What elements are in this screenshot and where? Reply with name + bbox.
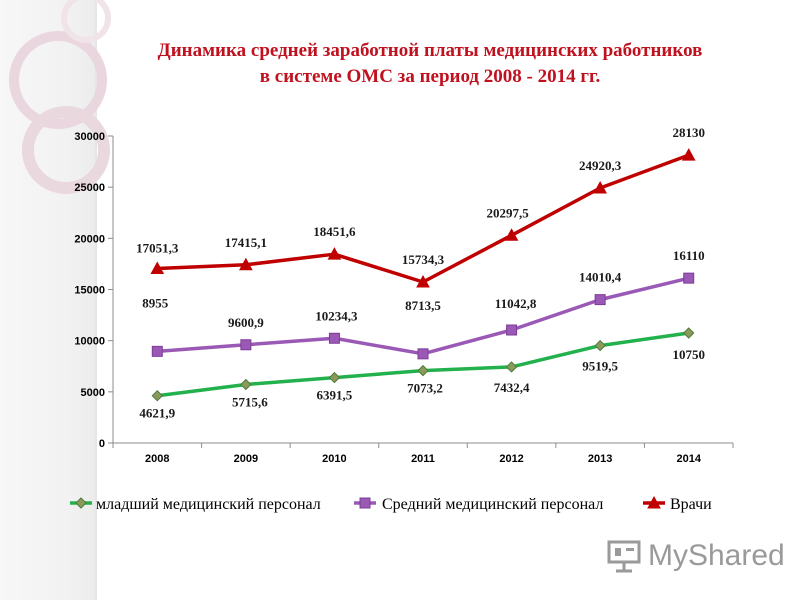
- data-label: 6391,5: [317, 388, 353, 403]
- data-label: 4621,9: [139, 406, 175, 421]
- series-1-point: [505, 361, 518, 373]
- data-label: 17051,3: [136, 241, 179, 256]
- series-3-point: [239, 257, 253, 271]
- y-tick-label: 30000: [74, 131, 105, 143]
- data-label: 9519,5: [582, 359, 618, 374]
- data-label: 18451,6: [313, 224, 356, 239]
- decorative-rings: [9, 0, 111, 194]
- chart-title: Динамика средней заработной платы медици…: [100, 38, 760, 90]
- series-1-point: [240, 378, 252, 391]
- x-tick-label: 2013: [588, 453, 612, 465]
- series-3-point: [681, 148, 696, 161]
- series-2-point: [506, 324, 518, 336]
- x-tick-label: 2008: [145, 453, 169, 465]
- series-2-point: [240, 339, 252, 351]
- deco-ring-small: [61, 0, 111, 43]
- y-tick-label: 25000: [74, 182, 105, 194]
- y-tick-label: 20000: [74, 233, 105, 245]
- data-label: 8955: [142, 295, 169, 310]
- series-1-point: [417, 364, 429, 377]
- x-tick-label: 2012: [499, 453, 523, 465]
- y-tick-label: 15000: [74, 285, 105, 297]
- y-tick-label: 0: [99, 438, 105, 450]
- series-2-point: [328, 332, 340, 344]
- x-tick-label: 2010: [322, 453, 346, 465]
- x-tick-label: 2011: [411, 453, 435, 465]
- x-tick-label: 2014: [676, 453, 701, 465]
- data-label: 11042,8: [495, 296, 537, 311]
- deco-ring-inner: [22, 106, 110, 194]
- data-label: 5715,6: [232, 395, 268, 410]
- data-label: 24920,3: [579, 158, 622, 173]
- data-label: 9600,9: [228, 315, 264, 330]
- data-label: 7432,4: [494, 380, 530, 395]
- data-label: 15734,3: [402, 252, 445, 267]
- series-2-point: [417, 348, 429, 360]
- series-3-point: [504, 228, 519, 241]
- series-1-point: [151, 389, 163, 402]
- data-label: 28130: [672, 125, 705, 140]
- series-2-point: [683, 272, 695, 284]
- series-3-point: [593, 180, 607, 194]
- watermark-text: MyShared: [648, 539, 785, 572]
- x-tick-label: 2009: [234, 453, 258, 465]
- chart-title-line-1: Динамика средней заработной платы медици…: [157, 40, 703, 61]
- data-label: 10234,3: [315, 308, 358, 323]
- data-label: 8713,5: [405, 298, 441, 313]
- series-1-point: [328, 371, 341, 384]
- left-decor-divider: [95, 0, 97, 600]
- y-tick-label: 5000: [81, 387, 105, 399]
- data-label: 10750: [672, 347, 705, 362]
- legend-label-2: Средний медицинский персонал: [382, 496, 603, 513]
- data-label: 20297,5: [486, 205, 529, 220]
- series-1-point: [683, 327, 695, 339]
- y-tick-label: 10000: [74, 336, 105, 348]
- series-2-point: [151, 345, 163, 357]
- series-2-point: [594, 294, 606, 306]
- series-3-point: [416, 274, 430, 288]
- legend-label-3: Врачи: [670, 496, 712, 513]
- legend-marker-1: [75, 497, 87, 509]
- series-3-point: [150, 261, 165, 275]
- data-label: 7073,2: [407, 381, 443, 396]
- chart-title-line-2: в системе ОМС за период 2008 - 2014 гг.: [259, 66, 601, 87]
- legend-label-1: младший медицинский персонал: [96, 496, 321, 513]
- data-label: 14010,4: [579, 270, 622, 285]
- data-label: 16110: [673, 248, 705, 263]
- presentation-board-icon: [607, 540, 641, 573]
- series-1-point: [594, 339, 606, 352]
- data-label: 17415,1: [225, 235, 267, 250]
- legend-marker-3: [647, 495, 661, 509]
- legend-marker-2: [359, 497, 371, 509]
- series-3-point: [327, 247, 342, 260]
- deco-ring-outer: [9, 31, 107, 129]
- watermark: MyShared: [606, 536, 785, 576]
